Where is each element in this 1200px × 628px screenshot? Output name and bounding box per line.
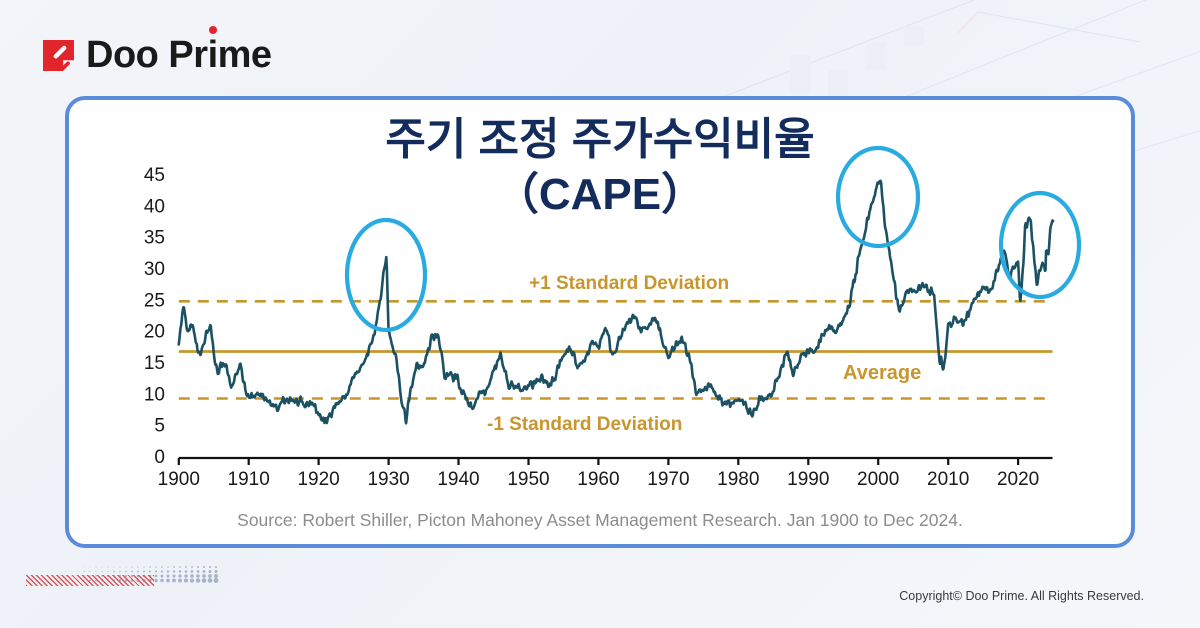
svg-text:1910: 1910 <box>228 469 270 490</box>
svg-text:20: 20 <box>144 322 165 343</box>
svg-text:30: 30 <box>144 259 165 280</box>
svg-text:1930: 1930 <box>367 469 409 490</box>
svg-text:1920: 1920 <box>297 469 339 490</box>
svg-text:+1 Standard Deviation: +1 Standard Deviation <box>529 273 729 294</box>
svg-text:1940: 1940 <box>437 469 479 490</box>
svg-text:25: 25 <box>144 290 165 311</box>
svg-text:1960: 1960 <box>577 469 619 490</box>
svg-text:15: 15 <box>144 353 165 374</box>
svg-text:10: 10 <box>144 384 165 405</box>
svg-text:Average: Average <box>843 362 921 384</box>
svg-text:1900: 1900 <box>158 469 200 490</box>
svg-text:-1 Standard Deviation: -1 Standard Deviation <box>487 414 682 435</box>
svg-text:35: 35 <box>144 228 165 249</box>
svg-text:2000: 2000 <box>857 469 899 490</box>
svg-text:1950: 1950 <box>507 469 549 490</box>
svg-text:5: 5 <box>154 416 165 437</box>
svg-text:2010: 2010 <box>927 469 969 490</box>
svg-text:0: 0 <box>154 447 165 468</box>
svg-text:1990: 1990 <box>787 469 829 490</box>
svg-text:1970: 1970 <box>647 469 689 490</box>
svg-text:2020: 2020 <box>997 469 1039 490</box>
svg-text:1980: 1980 <box>717 469 759 490</box>
